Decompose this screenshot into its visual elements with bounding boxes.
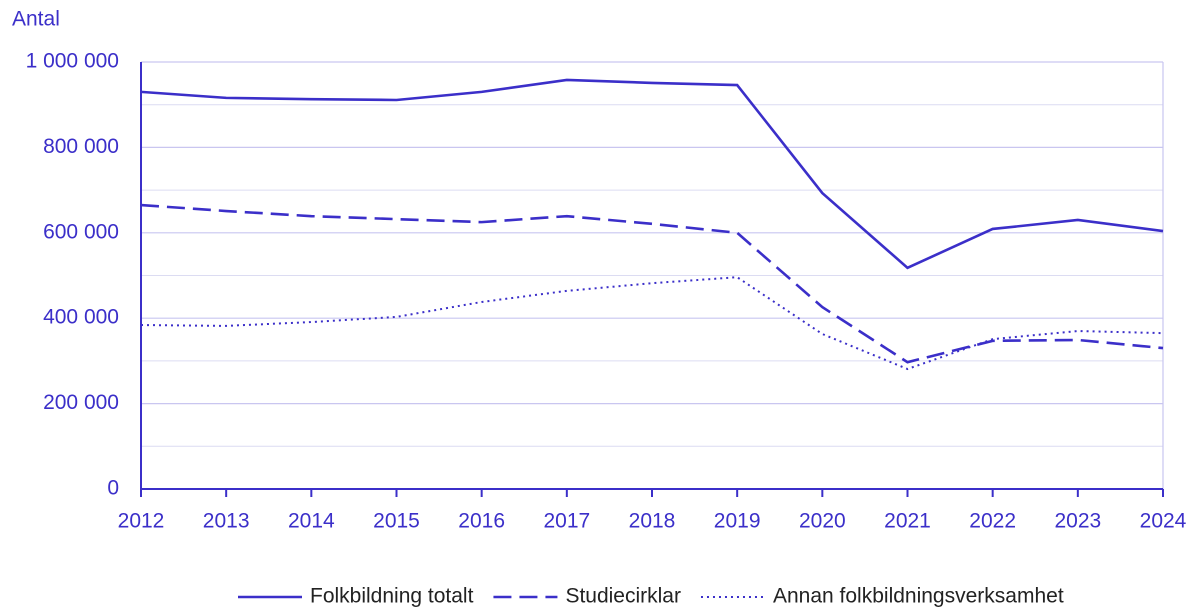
x-tick-label: 2014 (288, 510, 335, 533)
y-tick-label: 200 000 (43, 391, 119, 414)
x-tick-label: 2013 (203, 510, 250, 533)
x-tick-label: 2012 (118, 510, 165, 533)
x-tick-label: 2015 (373, 510, 420, 533)
x-tick-label: 2017 (543, 510, 590, 533)
y-tick-label: 400 000 (43, 306, 119, 329)
y-tick-label: 600 000 (43, 220, 119, 243)
y-axis-label: Antal (12, 8, 60, 31)
y-tick-label: 1 000 000 (26, 50, 119, 73)
x-tick-label: 2021 (884, 510, 931, 533)
legend-label: Annan folkbildningsverksamhet (773, 585, 1064, 608)
x-tick-label: 2024 (1140, 510, 1187, 533)
legend-label: Studiecirklar (565, 585, 681, 608)
y-tick-label: 800 000 (43, 135, 119, 158)
x-tick-label: 2019 (714, 510, 761, 533)
x-tick-label: 2016 (458, 510, 505, 533)
x-tick-label: 2023 (1054, 510, 1101, 533)
x-tick-label: 2022 (969, 510, 1016, 533)
y-tick-label: 0 (107, 477, 119, 500)
series-line (140, 78, 1164, 270)
series-line (140, 276, 1164, 371)
x-tick-label: 2018 (629, 510, 676, 533)
series-line (140, 203, 1164, 364)
x-tick-label: 2020 (799, 510, 846, 533)
legend-label: Folkbildning totalt (310, 585, 474, 608)
